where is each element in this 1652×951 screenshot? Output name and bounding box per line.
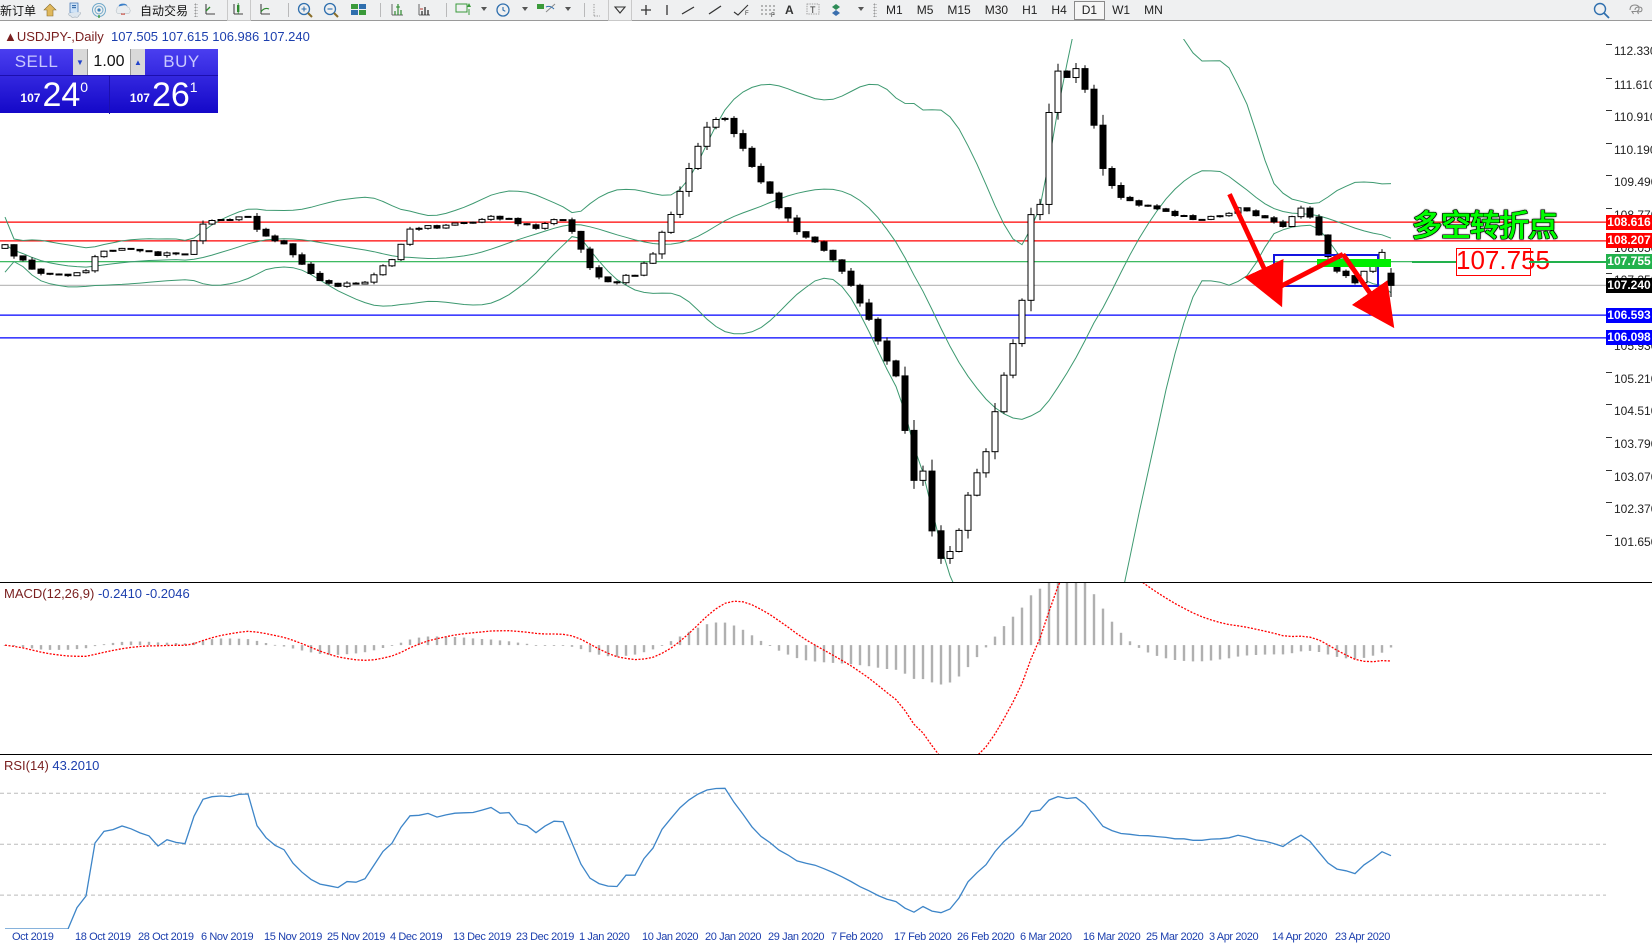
svg-text:T: T — [810, 5, 816, 15]
svg-text:F: F — [771, 13, 775, 19]
svg-text:F: F — [745, 11, 749, 17]
svg-text:A: A — [785, 3, 794, 17]
